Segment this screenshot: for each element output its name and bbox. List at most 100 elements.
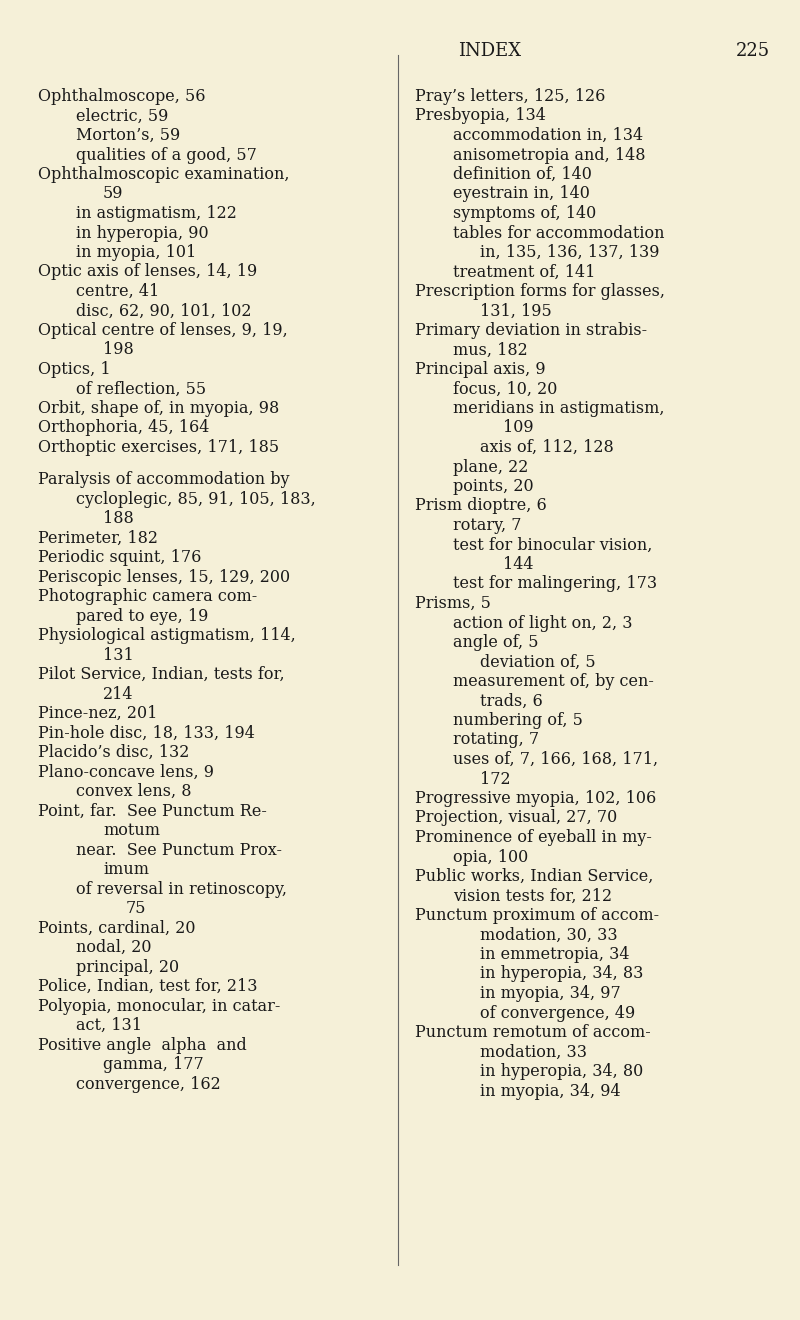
Text: in myopia, 34, 97: in myopia, 34, 97 (480, 985, 621, 1002)
Text: Prisms, 5: Prisms, 5 (415, 595, 491, 612)
Text: pared to eye, 19: pared to eye, 19 (76, 607, 208, 624)
Text: Optical centre of lenses, 9, 19,: Optical centre of lenses, 9, 19, (38, 322, 288, 339)
Text: Prism dioptre, 6: Prism dioptre, 6 (415, 498, 546, 515)
Text: convergence, 162: convergence, 162 (76, 1076, 221, 1093)
Text: Progressive myopia, 102, 106: Progressive myopia, 102, 106 (415, 789, 656, 807)
Text: 225: 225 (736, 42, 770, 59)
Text: rotating, 7: rotating, 7 (453, 731, 539, 748)
Text: 198: 198 (103, 342, 134, 359)
Text: Pince-nez, 201: Pince-nez, 201 (38, 705, 158, 722)
Text: Polyopia, monocular, in catar-: Polyopia, monocular, in catar- (38, 998, 280, 1015)
Text: Paralysis of accommodation by: Paralysis of accommodation by (38, 471, 290, 488)
Text: numbering of, 5: numbering of, 5 (453, 711, 583, 729)
Text: vision tests for, 212: vision tests for, 212 (453, 887, 612, 904)
Text: 109: 109 (503, 420, 534, 437)
Text: accommodation in, 134: accommodation in, 134 (453, 127, 643, 144)
Text: Positive angle  alpha  and: Positive angle alpha and (38, 1036, 246, 1053)
Text: Optic axis of lenses, 14, 19: Optic axis of lenses, 14, 19 (38, 264, 258, 281)
Text: rotary, 7: rotary, 7 (453, 517, 522, 535)
Text: in emmetropia, 34: in emmetropia, 34 (480, 946, 630, 964)
Text: Orthoptic exercises, 171, 185: Orthoptic exercises, 171, 185 (38, 440, 279, 455)
Text: deviation of, 5: deviation of, 5 (480, 653, 596, 671)
Text: Punctum proximum of accom-: Punctum proximum of accom- (415, 907, 659, 924)
Text: eyestrain in, 140: eyestrain in, 140 (453, 186, 590, 202)
Text: Points, cardinal, 20: Points, cardinal, 20 (38, 920, 195, 937)
Text: Ophthalmoscopic examination,: Ophthalmoscopic examination, (38, 166, 290, 183)
Text: test for malingering, 173: test for malingering, 173 (453, 576, 657, 593)
Text: Punctum remotum of accom-: Punctum remotum of accom- (415, 1024, 650, 1041)
Text: 131: 131 (103, 647, 134, 664)
Text: 214: 214 (103, 685, 134, 702)
Text: Prescription forms for glasses,: Prescription forms for glasses, (415, 282, 665, 300)
Text: modation, 33: modation, 33 (480, 1044, 587, 1060)
Text: cycloplegic, 85, 91, 105, 183,: cycloplegic, 85, 91, 105, 183, (76, 491, 316, 508)
Text: measurement of, by cen-: measurement of, by cen- (453, 673, 654, 690)
Text: mus, 182: mus, 182 (453, 342, 528, 359)
Text: of convergence, 49: of convergence, 49 (480, 1005, 635, 1022)
Text: in hyperopia, 90: in hyperopia, 90 (76, 224, 209, 242)
Text: 75: 75 (126, 900, 146, 917)
Text: action of light on, 2, 3: action of light on, 2, 3 (453, 615, 633, 631)
Text: Optics, 1: Optics, 1 (38, 360, 110, 378)
Text: Public works, Indian Service,: Public works, Indian Service, (415, 869, 654, 884)
Text: nodal, 20: nodal, 20 (76, 939, 151, 956)
Text: Primary deviation in strabis-: Primary deviation in strabis- (415, 322, 647, 339)
Text: 131, 195: 131, 195 (480, 302, 552, 319)
Text: Perimeter, 182: Perimeter, 182 (38, 529, 158, 546)
Text: uses of, 7, 166, 168, 171,: uses of, 7, 166, 168, 171, (453, 751, 658, 768)
Text: 188: 188 (103, 510, 134, 527)
Text: definition of, 140: definition of, 140 (453, 166, 592, 183)
Text: Periodic squint, 176: Periodic squint, 176 (38, 549, 202, 566)
Text: anisometropia and, 148: anisometropia and, 148 (453, 147, 646, 164)
Text: principal, 20: principal, 20 (76, 958, 179, 975)
Text: symptoms of, 140: symptoms of, 140 (453, 205, 596, 222)
Text: motum: motum (103, 822, 160, 840)
Text: electric, 59: electric, 59 (76, 107, 168, 124)
Text: gamma, 177: gamma, 177 (103, 1056, 204, 1073)
Text: points, 20: points, 20 (453, 478, 534, 495)
Text: modation, 30, 33: modation, 30, 33 (480, 927, 618, 944)
Text: in, 135, 136, 137, 139: in, 135, 136, 137, 139 (480, 244, 659, 261)
Text: of reversal in retinoscopy,: of reversal in retinoscopy, (76, 880, 287, 898)
Text: opia, 100: opia, 100 (453, 849, 528, 866)
Text: plane, 22: plane, 22 (453, 458, 528, 475)
Text: near.  See Punctum Prox-: near. See Punctum Prox- (76, 842, 282, 859)
Text: of reflection, 55: of reflection, 55 (76, 380, 206, 397)
Text: Ophthalmoscope, 56: Ophthalmoscope, 56 (38, 88, 206, 106)
Text: 172: 172 (480, 771, 510, 788)
Text: Pilot Service, Indian, tests for,: Pilot Service, Indian, tests for, (38, 667, 285, 684)
Text: Pray’s letters, 125, 126: Pray’s letters, 125, 126 (415, 88, 606, 106)
Text: 144: 144 (503, 556, 534, 573)
Text: Photographic camera com-: Photographic camera com- (38, 589, 258, 605)
Text: qualities of a good, 57: qualities of a good, 57 (76, 147, 257, 164)
Text: Principal axis, 9: Principal axis, 9 (415, 360, 546, 378)
Text: trads, 6: trads, 6 (480, 693, 542, 710)
Text: angle of, 5: angle of, 5 (453, 634, 538, 651)
Text: INDEX: INDEX (458, 42, 522, 59)
Text: in myopia, 34, 94: in myopia, 34, 94 (480, 1082, 621, 1100)
Text: Placido’s disc, 132: Placido’s disc, 132 (38, 744, 190, 762)
Text: test for binocular vision,: test for binocular vision, (453, 536, 652, 553)
Text: Orthophoria, 45, 164: Orthophoria, 45, 164 (38, 420, 210, 437)
Text: disc, 62, 90, 101, 102: disc, 62, 90, 101, 102 (76, 302, 251, 319)
Text: Orbit, shape of, in myopia, 98: Orbit, shape of, in myopia, 98 (38, 400, 279, 417)
Text: axis of, 112, 128: axis of, 112, 128 (480, 440, 614, 455)
Text: in myopia, 101: in myopia, 101 (76, 244, 196, 261)
Text: Periscopic lenses, 15, 129, 200: Periscopic lenses, 15, 129, 200 (38, 569, 290, 586)
Text: in hyperopia, 34, 83: in hyperopia, 34, 83 (480, 965, 643, 982)
Text: Plano-concave lens, 9: Plano-concave lens, 9 (38, 764, 214, 780)
Text: Police, Indian, test for, 213: Police, Indian, test for, 213 (38, 978, 258, 995)
Text: 59: 59 (103, 186, 123, 202)
Text: act, 131: act, 131 (76, 1018, 142, 1034)
Text: meridians in astigmatism,: meridians in astigmatism, (453, 400, 665, 417)
Text: in astigmatism, 122: in astigmatism, 122 (76, 205, 237, 222)
Text: in hyperopia, 34, 80: in hyperopia, 34, 80 (480, 1063, 643, 1080)
Text: Prominence of eyeball in my-: Prominence of eyeball in my- (415, 829, 652, 846)
Text: Presbyopia, 134: Presbyopia, 134 (415, 107, 546, 124)
Text: Pin-hole disc, 18, 133, 194: Pin-hole disc, 18, 133, 194 (38, 725, 255, 742)
Text: Point, far.  See Punctum Re-: Point, far. See Punctum Re- (38, 803, 267, 820)
Text: convex lens, 8: convex lens, 8 (76, 783, 191, 800)
Text: focus, 10, 20: focus, 10, 20 (453, 380, 558, 397)
Text: tables for accommodation: tables for accommodation (453, 224, 665, 242)
Text: Physiological astigmatism, 114,: Physiological astigmatism, 114, (38, 627, 296, 644)
